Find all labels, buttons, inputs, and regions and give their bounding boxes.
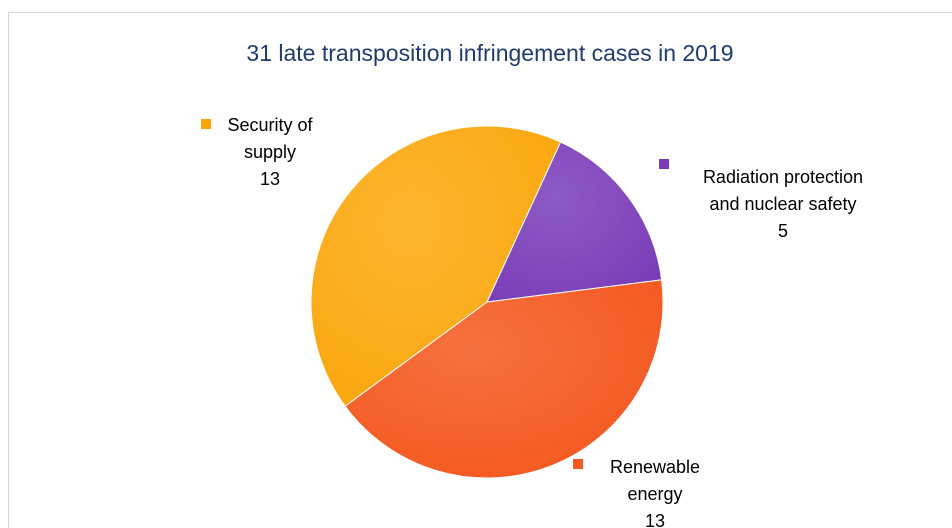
category-label: Renewable energy: [609, 457, 701, 504]
pie-slice: [486, 141, 663, 303]
data-label: Renewable energy 13: [590, 454, 720, 528]
legend-swatch: [659, 159, 669, 169]
value-label: 13: [259, 169, 281, 189]
legend-swatch: [573, 459, 583, 469]
legend-swatch: [201, 119, 211, 129]
value-label: 13: [644, 511, 666, 528]
data-label: Security of supply 13: [210, 112, 330, 193]
chart-title: 31 late transposition infringement cases…: [246, 40, 734, 66]
pie-slice: [344, 279, 664, 479]
category-label: Security of supply: [227, 115, 313, 162]
category-label: Radiation protection and nuclear safety: [702, 167, 864, 214]
value-label: 5: [777, 221, 788, 241]
pie-slice: [310, 125, 562, 407]
data-label: Radiation protection and nuclear safety 5: [690, 164, 876, 245]
chart-frame: [8, 12, 952, 528]
